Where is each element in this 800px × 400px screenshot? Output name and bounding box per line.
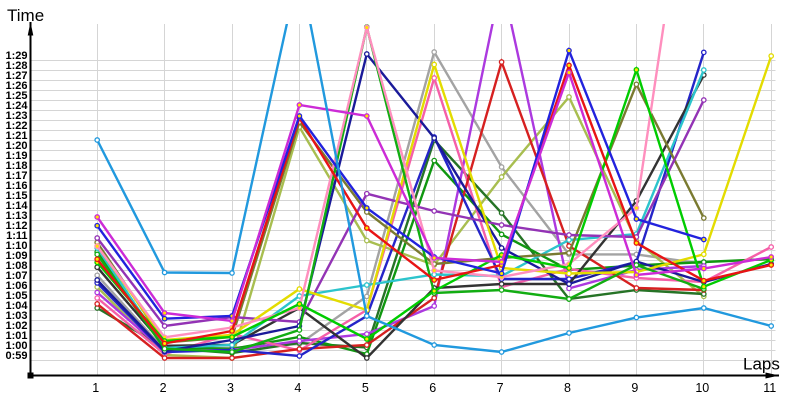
svg-text:1:21: 1:21 xyxy=(5,130,27,142)
svg-text:1:13: 1:13 xyxy=(5,210,27,222)
svg-text:1:06: 1:06 xyxy=(5,280,27,292)
svg-text:1:28: 1:28 xyxy=(5,60,27,72)
svg-text:1:11: 1:11 xyxy=(6,230,27,242)
svg-text:1: 1 xyxy=(92,381,99,395)
svg-text:1:17: 1:17 xyxy=(5,170,27,182)
svg-text:10: 10 xyxy=(695,381,709,395)
svg-text:1:09: 1:09 xyxy=(5,250,27,262)
svg-text:1:24: 1:24 xyxy=(5,100,28,112)
svg-text:1:14: 1:14 xyxy=(5,200,28,212)
svg-text:1:08: 1:08 xyxy=(5,260,27,272)
svg-text:2: 2 xyxy=(160,381,167,395)
svg-text:1:22: 1:22 xyxy=(5,120,27,132)
svg-text:1:23: 1:23 xyxy=(5,110,27,122)
svg-text:1:01: 1:01 xyxy=(5,330,27,342)
svg-text:1:19: 1:19 xyxy=(5,150,27,162)
svg-text:Laps: Laps xyxy=(743,355,780,374)
svg-text:1:04: 1:04 xyxy=(5,300,28,312)
svg-text:1:18: 1:18 xyxy=(5,160,27,172)
svg-text:1:03: 1:03 xyxy=(5,310,27,322)
svg-text:1:25: 1:25 xyxy=(5,90,27,102)
svg-text:4: 4 xyxy=(294,381,301,395)
svg-text:0:59: 0:59 xyxy=(5,350,27,362)
svg-text:1:20: 1:20 xyxy=(5,140,27,152)
svg-text:3: 3 xyxy=(227,381,234,395)
svg-text:1:10: 1:10 xyxy=(5,240,27,252)
svg-text:9: 9 xyxy=(631,381,638,395)
svg-text:6: 6 xyxy=(429,381,436,395)
svg-text:1:05: 1:05 xyxy=(5,290,27,302)
svg-text:7: 7 xyxy=(497,381,504,395)
svg-text:1:07: 1:07 xyxy=(5,270,27,282)
svg-text:8: 8 xyxy=(564,381,571,395)
svg-text:1:12: 1:12 xyxy=(5,220,27,232)
svg-text:5: 5 xyxy=(362,381,369,395)
svg-text:1:15: 1:15 xyxy=(5,190,27,202)
svg-text:Time: Time xyxy=(7,6,44,25)
svg-text:1:26: 1:26 xyxy=(5,80,27,92)
svg-text:1:00: 1:00 xyxy=(5,340,27,352)
svg-text:1:29: 1:29 xyxy=(5,50,27,62)
svg-text:1:27: 1:27 xyxy=(5,70,27,82)
svg-text:1:02: 1:02 xyxy=(5,320,27,332)
svg-text:1:16: 1:16 xyxy=(5,180,27,192)
svg-text:11: 11 xyxy=(763,381,776,395)
